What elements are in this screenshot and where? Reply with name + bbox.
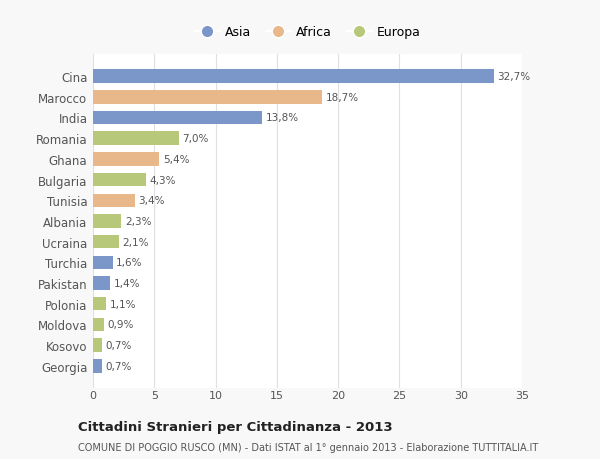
Bar <box>93 297 106 311</box>
Bar <box>93 215 121 228</box>
Bar <box>93 132 179 146</box>
Text: 3,4%: 3,4% <box>139 196 165 206</box>
Bar <box>93 174 146 187</box>
Text: 0,7%: 0,7% <box>105 341 131 350</box>
Bar <box>93 153 159 166</box>
Text: 13,8%: 13,8% <box>266 113 299 123</box>
Bar <box>93 359 101 373</box>
Text: 2,3%: 2,3% <box>125 217 151 226</box>
Bar <box>93 277 110 290</box>
Text: 18,7%: 18,7% <box>326 93 359 102</box>
Bar <box>93 91 322 104</box>
Text: 1,6%: 1,6% <box>116 258 143 268</box>
Text: 4,3%: 4,3% <box>149 175 176 185</box>
Text: 32,7%: 32,7% <box>497 72 530 82</box>
Bar <box>93 70 494 84</box>
Text: 0,9%: 0,9% <box>108 320 134 330</box>
Text: COMUNE DI POGGIO RUSCO (MN) - Dati ISTAT al 1° gennaio 2013 - Elaborazione TUTTI: COMUNE DI POGGIO RUSCO (MN) - Dati ISTAT… <box>78 442 538 452</box>
Text: Cittadini Stranieri per Cittadinanza - 2013: Cittadini Stranieri per Cittadinanza - 2… <box>78 420 392 433</box>
Text: 2,1%: 2,1% <box>122 237 149 247</box>
Bar <box>93 235 119 249</box>
Text: 5,4%: 5,4% <box>163 155 190 164</box>
Bar <box>93 112 262 125</box>
Legend: Asia, Africa, Europa: Asia, Africa, Europa <box>190 22 425 45</box>
Text: 1,1%: 1,1% <box>110 299 137 309</box>
Bar <box>93 256 113 269</box>
Text: 0,7%: 0,7% <box>105 361 131 371</box>
Bar <box>93 194 134 207</box>
Bar <box>93 318 104 331</box>
Text: 7,0%: 7,0% <box>182 134 209 144</box>
Text: 1,4%: 1,4% <box>114 279 140 288</box>
Bar <box>93 339 101 352</box>
